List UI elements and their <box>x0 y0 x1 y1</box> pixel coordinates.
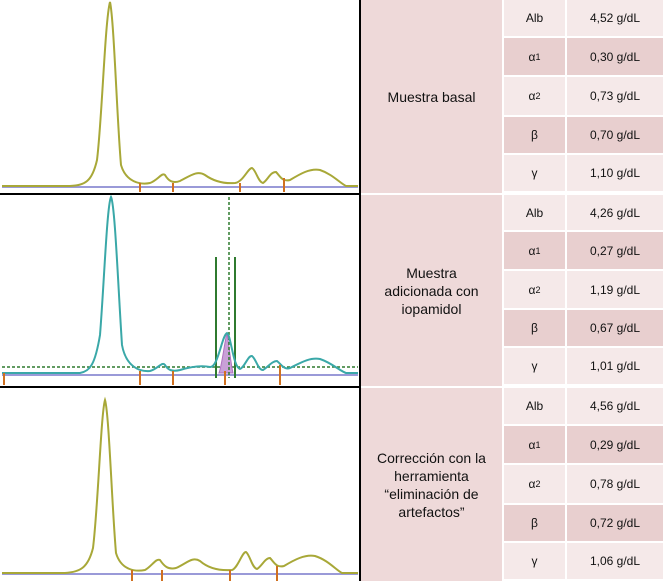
fraction-value: 4,56 g/dL <box>565 388 663 426</box>
fraction-value: 0,70 g/dL <box>565 117 663 155</box>
sample-label-text: Corrección con la herramienta “eliminaci… <box>377 449 486 520</box>
fraction-value: 1,10 g/dL <box>565 155 663 193</box>
sample-label: Muestra adicionada con iopamidol <box>361 195 502 386</box>
fraction-name: Alb <box>502 0 565 38</box>
panel-iopamidol: Muestra adicionada con iopamidol Alb 4,2… <box>0 195 663 386</box>
fraction-name: Alb <box>502 388 565 426</box>
table-row: β 0,67 g/dL <box>502 310 663 348</box>
electropherogram-basal <box>0 0 360 193</box>
artifact-area <box>218 332 234 374</box>
fraction-name: Alb <box>502 195 565 232</box>
table-row: Alb 4,56 g/dL <box>502 388 663 426</box>
fraction-name: γ <box>502 348 565 386</box>
fraction-value: 0,73 g/dL <box>565 77 663 117</box>
sample-label: Corrección con la herramienta “eliminaci… <box>361 388 502 581</box>
vertical-divider <box>359 0 361 581</box>
sample-label-text: Muestra basal <box>387 88 476 105</box>
fraction-value: 0,30 g/dL <box>565 38 663 77</box>
table-row: γ 1,10 g/dL <box>502 155 663 193</box>
fraction-value: 4,26 g/dL <box>565 195 663 232</box>
table-row: Alb 4,52 g/dL <box>502 0 663 38</box>
protein-curve <box>2 195 358 374</box>
panel-corrected: Corrección con la herramienta “eliminaci… <box>0 388 663 581</box>
fraction-value: 4,52 g/dL <box>565 0 663 38</box>
table-row: γ 1,01 g/dL <box>502 348 663 386</box>
fraction-value: 1,01 g/dL <box>565 348 663 386</box>
fraction-value: 0,67 g/dL <box>565 310 663 348</box>
horizontal-divider <box>0 386 361 388</box>
sample-label-text: Muestra adicionada con iopamidol <box>384 264 479 317</box>
electropherogram-corrected-svg <box>2 396 358 581</box>
table-row: γ 1,06 g/dL <box>502 543 663 581</box>
fraction-name: β <box>502 505 565 543</box>
fraction-value: 0,27 g/dL <box>565 232 663 271</box>
fraction-value: 1,19 g/dL <box>565 271 663 310</box>
electropherogram-corrected <box>0 388 360 581</box>
fraction-name: β <box>502 310 565 348</box>
table-row: β 0,70 g/dL <box>502 117 663 155</box>
horizontal-divider <box>0 193 361 195</box>
protein-curve <box>2 396 358 574</box>
electropherogram-basal-svg <box>2 1 358 192</box>
fraction-value: 0,72 g/dL <box>565 505 663 543</box>
table-row: β 0,72 g/dL <box>502 505 663 543</box>
fraction-name: γ <box>502 155 565 193</box>
fraction-value: 0,29 g/dL <box>565 426 663 465</box>
protein-curve <box>2 1 358 187</box>
table-row: Alb 4,26 g/dL <box>502 195 663 232</box>
sample-label: Muestra basal <box>361 0 502 193</box>
fraction-value: 1,06 g/dL <box>565 543 663 581</box>
fraction-value: 0,78 g/dL <box>565 465 663 505</box>
fraction-name: γ <box>502 543 565 581</box>
fraction-name: β <box>502 117 565 155</box>
electropherogram-iopamidol-svg <box>2 195 358 385</box>
electropherogram-iopamidol <box>0 195 360 386</box>
